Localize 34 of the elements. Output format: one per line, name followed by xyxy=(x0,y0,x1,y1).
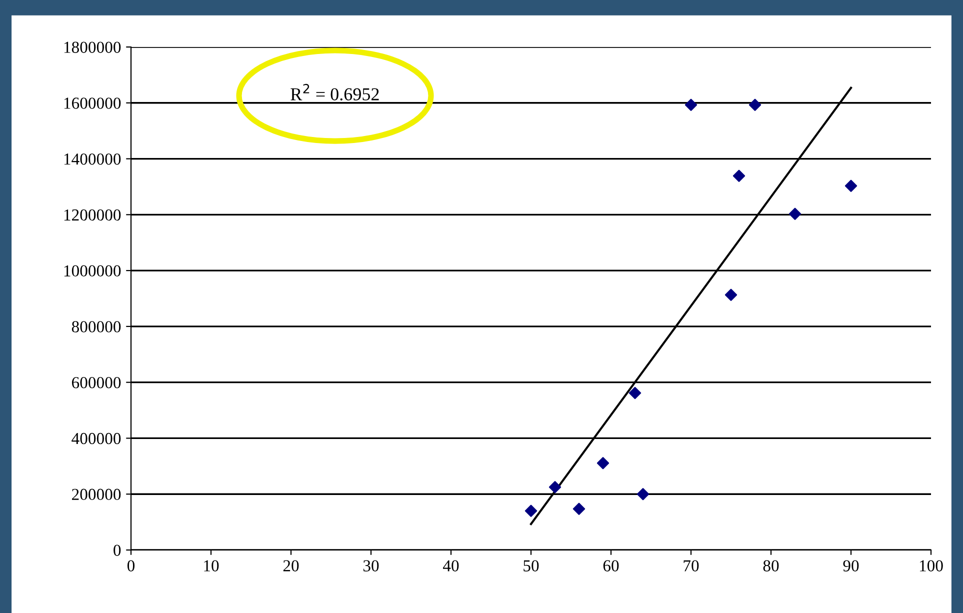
x-tick-label: 20 xyxy=(283,560,299,572)
x-tick-label: 80 xyxy=(763,560,779,572)
point xyxy=(788,208,802,220)
y-tick-label: 200000 xyxy=(72,488,121,500)
point xyxy=(636,488,650,500)
y-tick-label: 1400000 xyxy=(64,153,121,165)
point xyxy=(628,386,642,400)
y-tick-label: 800000 xyxy=(72,321,121,332)
point xyxy=(548,481,562,494)
x-tick-label: 30 xyxy=(363,560,379,572)
y-tick-label: 1200000 xyxy=(64,209,121,221)
x-tick-label: 50 xyxy=(524,560,539,572)
x-tick-label: 90 xyxy=(843,560,859,572)
point xyxy=(524,504,538,517)
y-tick-label: 600000 xyxy=(72,377,121,388)
y-tick-label: 0 xyxy=(114,544,121,556)
x-tick-label: 40 xyxy=(442,560,459,572)
point xyxy=(844,180,858,192)
x-tick-label: 10 xyxy=(204,560,219,572)
y-tick-label: 1800000 xyxy=(64,42,121,53)
x-tick-label: 0 xyxy=(127,560,135,572)
point xyxy=(572,502,586,515)
point xyxy=(724,288,738,301)
point xyxy=(596,457,610,470)
y-tick-label: 1000000 xyxy=(64,265,121,276)
point xyxy=(732,170,746,182)
point xyxy=(684,98,698,111)
x-tick-label: 60 xyxy=(603,560,619,572)
y-tick-label: 400000 xyxy=(72,432,121,444)
point xyxy=(748,98,762,111)
y-tick-label: 1600000 xyxy=(64,98,121,109)
x-tick-label: 100 xyxy=(920,560,943,572)
x-tick-label: 70 xyxy=(684,560,699,572)
annotation: R$^{2}$ = 0.6952 xyxy=(290,84,379,100)
